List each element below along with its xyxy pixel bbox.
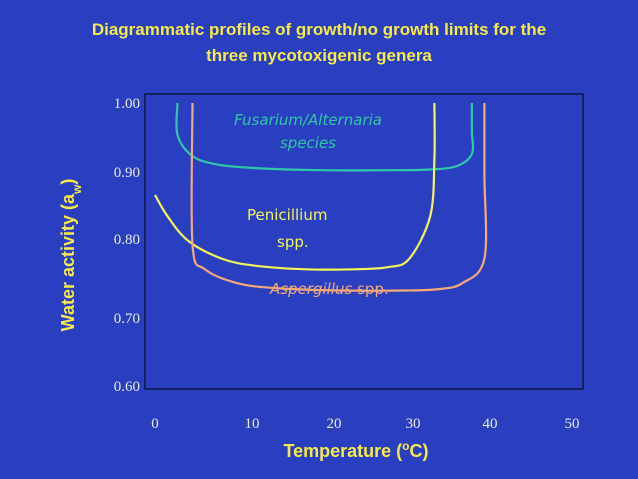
x-axis-label: Temperature (oC) — [283, 439, 428, 461]
y-tick-label: 0.80 — [114, 232, 140, 248]
x-tick-label: 10 — [245, 416, 260, 432]
y-tick-label: 1.00 — [114, 96, 140, 112]
fusarium-alternaria-label: Fusarium/Alternaria — [234, 111, 382, 129]
aspergillus-genus-label: Aspergillus — [269, 280, 357, 298]
aspergillus-curve — [190, 102, 488, 292]
growth-curves — [154, 102, 488, 292]
penicillium-label-line-2: spp. — [277, 233, 309, 251]
penicillium-label: Penicillium — [247, 206, 327, 224]
curve-labels: Fusarium/Alternaria species Penicillium spp… — [234, 111, 389, 298]
y-axis-label: Water activity (aw) — [58, 179, 84, 332]
plot-area — [144, 93, 584, 390]
chart-title-line-2: three mycotoxigenic genera — [206, 46, 432, 65]
aspergillus-label: Aspergillus spp. — [269, 280, 389, 298]
y-tick-label: 0.60 — [114, 379, 140, 395]
aspergillus-spp-label: spp. — [357, 280, 389, 298]
x-tick-label: 0 — [151, 416, 159, 432]
y-tick-label: 0.70 — [114, 311, 140, 327]
x-tick-label: 50 — [565, 416, 580, 432]
penicillium-curve — [154, 102, 436, 271]
chart-title-line-1: Diagrammatic profiles of growth/no growt… — [91, 20, 547, 39]
y-axis-ticks: 0.60 0.70 0.80 0.90 1.00 — [114, 96, 140, 395]
x-tick-label: 30 — [406, 416, 421, 432]
y-tick-label: 0.90 — [114, 165, 140, 181]
x-axis-ticks: 0 10 20 30 40 50 — [151, 416, 579, 432]
fusarium-alternaria-label-line-2: species — [280, 134, 336, 152]
x-tick-label: 40 — [483, 416, 498, 432]
x-tick-label: 20 — [327, 416, 342, 432]
